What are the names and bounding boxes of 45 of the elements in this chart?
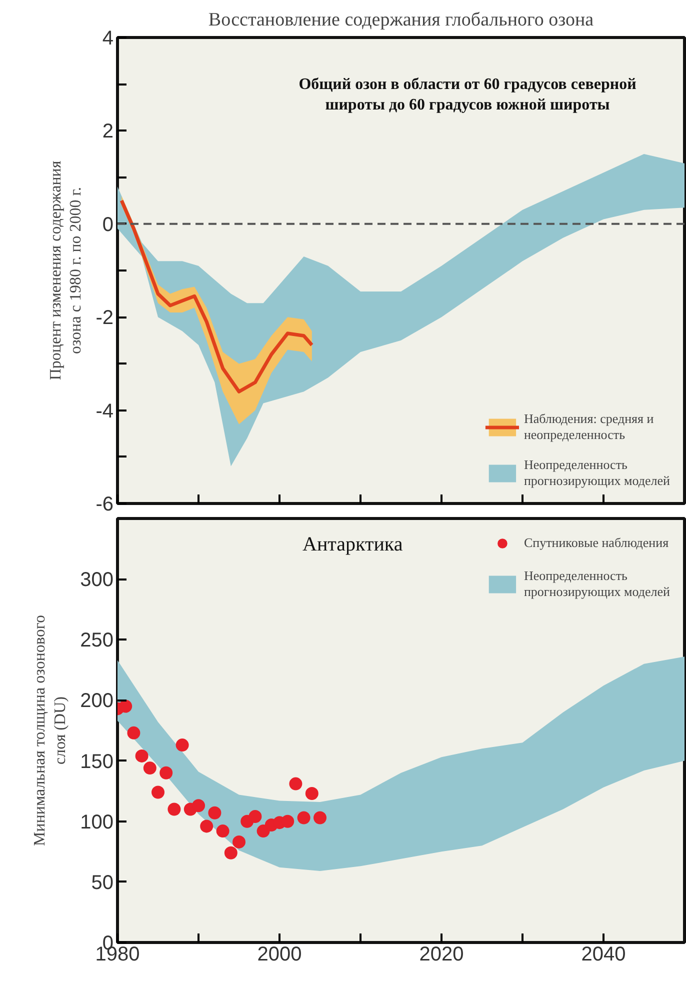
point [168, 802, 181, 816]
point [160, 766, 173, 780]
point [119, 700, 132, 713]
point [208, 806, 222, 820]
x-tick-label: 2020 [419, 944, 464, 966]
y-tick-label: 250 [80, 630, 114, 652]
y-tick-label: -2 [96, 307, 114, 330]
annotation: Антарктика [302, 534, 403, 556]
y-axis-title: Процент изменения содержания озона с 1980 г. по 2000 г. [47, 160, 85, 380]
point [305, 787, 318, 800]
legend-label: Наблюдения: средняя и неопределенность [524, 411, 654, 443]
point [200, 820, 214, 833]
line-series [120, 198, 314, 394]
y-tick-label: 150 [80, 750, 114, 773]
point [281, 814, 294, 828]
y-tick-label: -6 [96, 494, 114, 516]
y-tick-label: -4 [96, 400, 114, 422]
point [152, 786, 164, 799]
point [127, 726, 140, 740]
y-tick-label: 300 [80, 569, 114, 592]
legend-label: Неопределенность прогнозирующих моделей [524, 457, 670, 489]
point [224, 846, 238, 860]
point [248, 810, 262, 823]
point [135, 749, 148, 762]
chart-title: Восстановление содержания глобального озона [208, 10, 594, 30]
point [232, 835, 246, 848]
point [314, 811, 326, 824]
point [289, 777, 302, 790]
point [143, 762, 156, 775]
annotation: Общий озон в области от 60 градусов северной широты до 60 градусов южной широты [298, 76, 636, 114]
y-tick-label: 50 [91, 872, 114, 894]
y-tick-label: 2 [102, 120, 114, 143]
x-tick-label: 2040 [581, 944, 626, 966]
point [297, 811, 310, 824]
point [216, 824, 230, 838]
y-tick-label: 200 [80, 690, 114, 712]
legend-label: Спутниковые наблюдения [524, 535, 669, 551]
point [176, 738, 189, 752]
y-tick-label: 0 [102, 214, 114, 236]
y-tick-label: 100 [80, 811, 114, 834]
y-tick-label: 4 [102, 28, 114, 50]
legend-label: Неопределенность прогнозирующих моделей [524, 568, 670, 600]
point [192, 799, 205, 812]
y-axis-title: Минимальная толщина озонового слоя (DU) [32, 615, 70, 846]
x-tick-label: 2000 [257, 944, 302, 966]
